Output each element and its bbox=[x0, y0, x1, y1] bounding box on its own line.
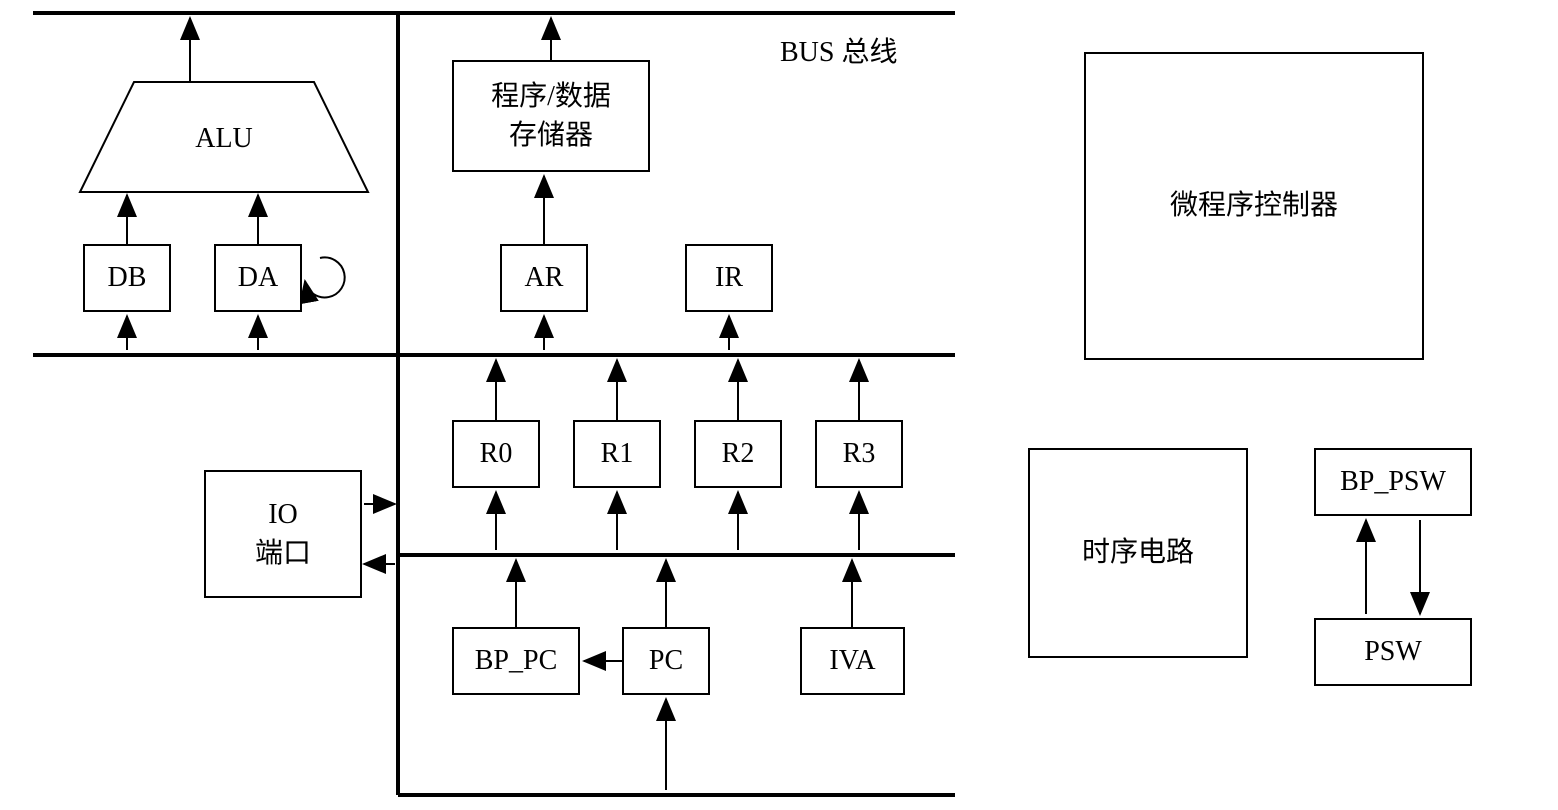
timing-node: 时序电路 bbox=[1028, 448, 1248, 658]
bus-label: BUS 总线 bbox=[780, 30, 897, 70]
da-loop bbox=[305, 257, 345, 297]
alu-shape: ALU bbox=[80, 82, 368, 192]
psw-node: PSW bbox=[1314, 618, 1472, 686]
io-node: IO 端口 bbox=[204, 470, 362, 598]
bp_pc-node: BP_PC bbox=[452, 627, 580, 695]
r2-node: R2 bbox=[694, 420, 782, 488]
db-node: DB bbox=[83, 244, 171, 312]
mem-node: 程序/数据 存储器 bbox=[452, 60, 650, 172]
r1-node: R1 bbox=[573, 420, 661, 488]
r0-node: R0 bbox=[452, 420, 540, 488]
iva-node: IVA bbox=[800, 627, 905, 695]
r3-node: R3 bbox=[815, 420, 903, 488]
pc-node: PC bbox=[622, 627, 710, 695]
ir-node: IR bbox=[685, 244, 773, 312]
da-node: DA bbox=[214, 244, 302, 312]
ar-node: AR bbox=[500, 244, 588, 312]
bp_psw-node: BP_PSW bbox=[1314, 448, 1472, 516]
ctrl-node: 微程序控制器 bbox=[1084, 52, 1424, 360]
svg-text:ALU: ALU bbox=[195, 123, 253, 154]
